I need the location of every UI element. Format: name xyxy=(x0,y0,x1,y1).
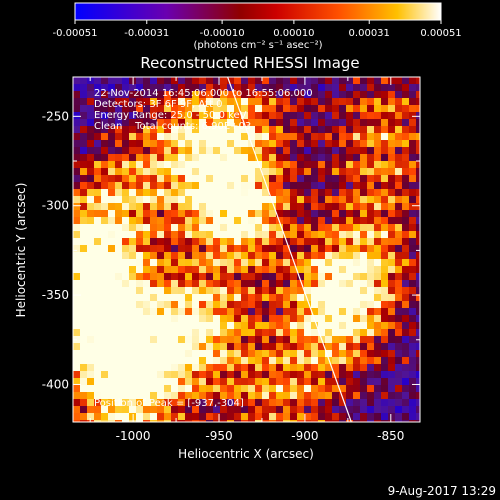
colorbar-tick-label: -0.00051 xyxy=(53,28,98,39)
colorbar-unit-label: (photons cm⁻² s⁻¹ asec⁻²) xyxy=(193,40,322,51)
colorbar-tick-label: 0.00010 xyxy=(273,28,314,39)
x-tick-label: -950 xyxy=(205,429,232,443)
x-tick-label: -1000 xyxy=(116,429,151,443)
solar-limb-line xyxy=(227,77,352,422)
x-axis-label: Heliocentric X (arcsec) xyxy=(178,447,314,461)
info-energy-range: Energy Range: 25.0 - 50.0 keV xyxy=(94,110,247,121)
axis-ticks: -1000 -950 -900 -850 -250 -300 -350 -400 xyxy=(42,77,420,443)
y-tick-label: -250 xyxy=(42,109,69,123)
info-time-range: 22-Nov-2014 16:45:06.000 to 16:55:06.000 xyxy=(94,88,313,99)
colorbar-tick-label: -0.00031 xyxy=(124,28,169,39)
plot-frame xyxy=(72,76,421,423)
colorbar-tick-label: 0.00031 xyxy=(349,28,390,39)
info-block: 22-Nov-2014 16:45:06.000 to 16:55:06.000… xyxy=(94,88,313,132)
y-axis-label: Heliocentric Y (arcsec) xyxy=(14,183,28,318)
info-detectors: Detectors: 3F 6F 9F, Att 0 xyxy=(94,99,222,110)
peak-position-label: Position of Peak = [-937,-304] xyxy=(94,398,244,409)
x-tick-label: -850 xyxy=(377,429,404,443)
footer-date: 9-Aug-2017 13:29 xyxy=(388,484,496,498)
chart-title: Reconstructed RHESSI Image xyxy=(140,54,359,72)
y-tick-label: -400 xyxy=(42,377,69,391)
colorbar xyxy=(74,2,442,21)
y-tick-label: -300 xyxy=(42,199,69,213)
heatmap-image xyxy=(73,77,420,422)
y-tick-label: -350 xyxy=(42,288,69,302)
colorbar-tick-label: -0.00010 xyxy=(200,28,245,39)
info-clean-counts: Clean Total counts: 6.90E+03 xyxy=(94,121,251,132)
colorbar-tick-label: 0.00051 xyxy=(420,28,461,39)
colorbar-ticks: -0.00051 -0.00031 -0.00010 0.00010 0.00031 0.… xyxy=(53,20,462,39)
x-tick-label: -900 xyxy=(291,429,318,443)
